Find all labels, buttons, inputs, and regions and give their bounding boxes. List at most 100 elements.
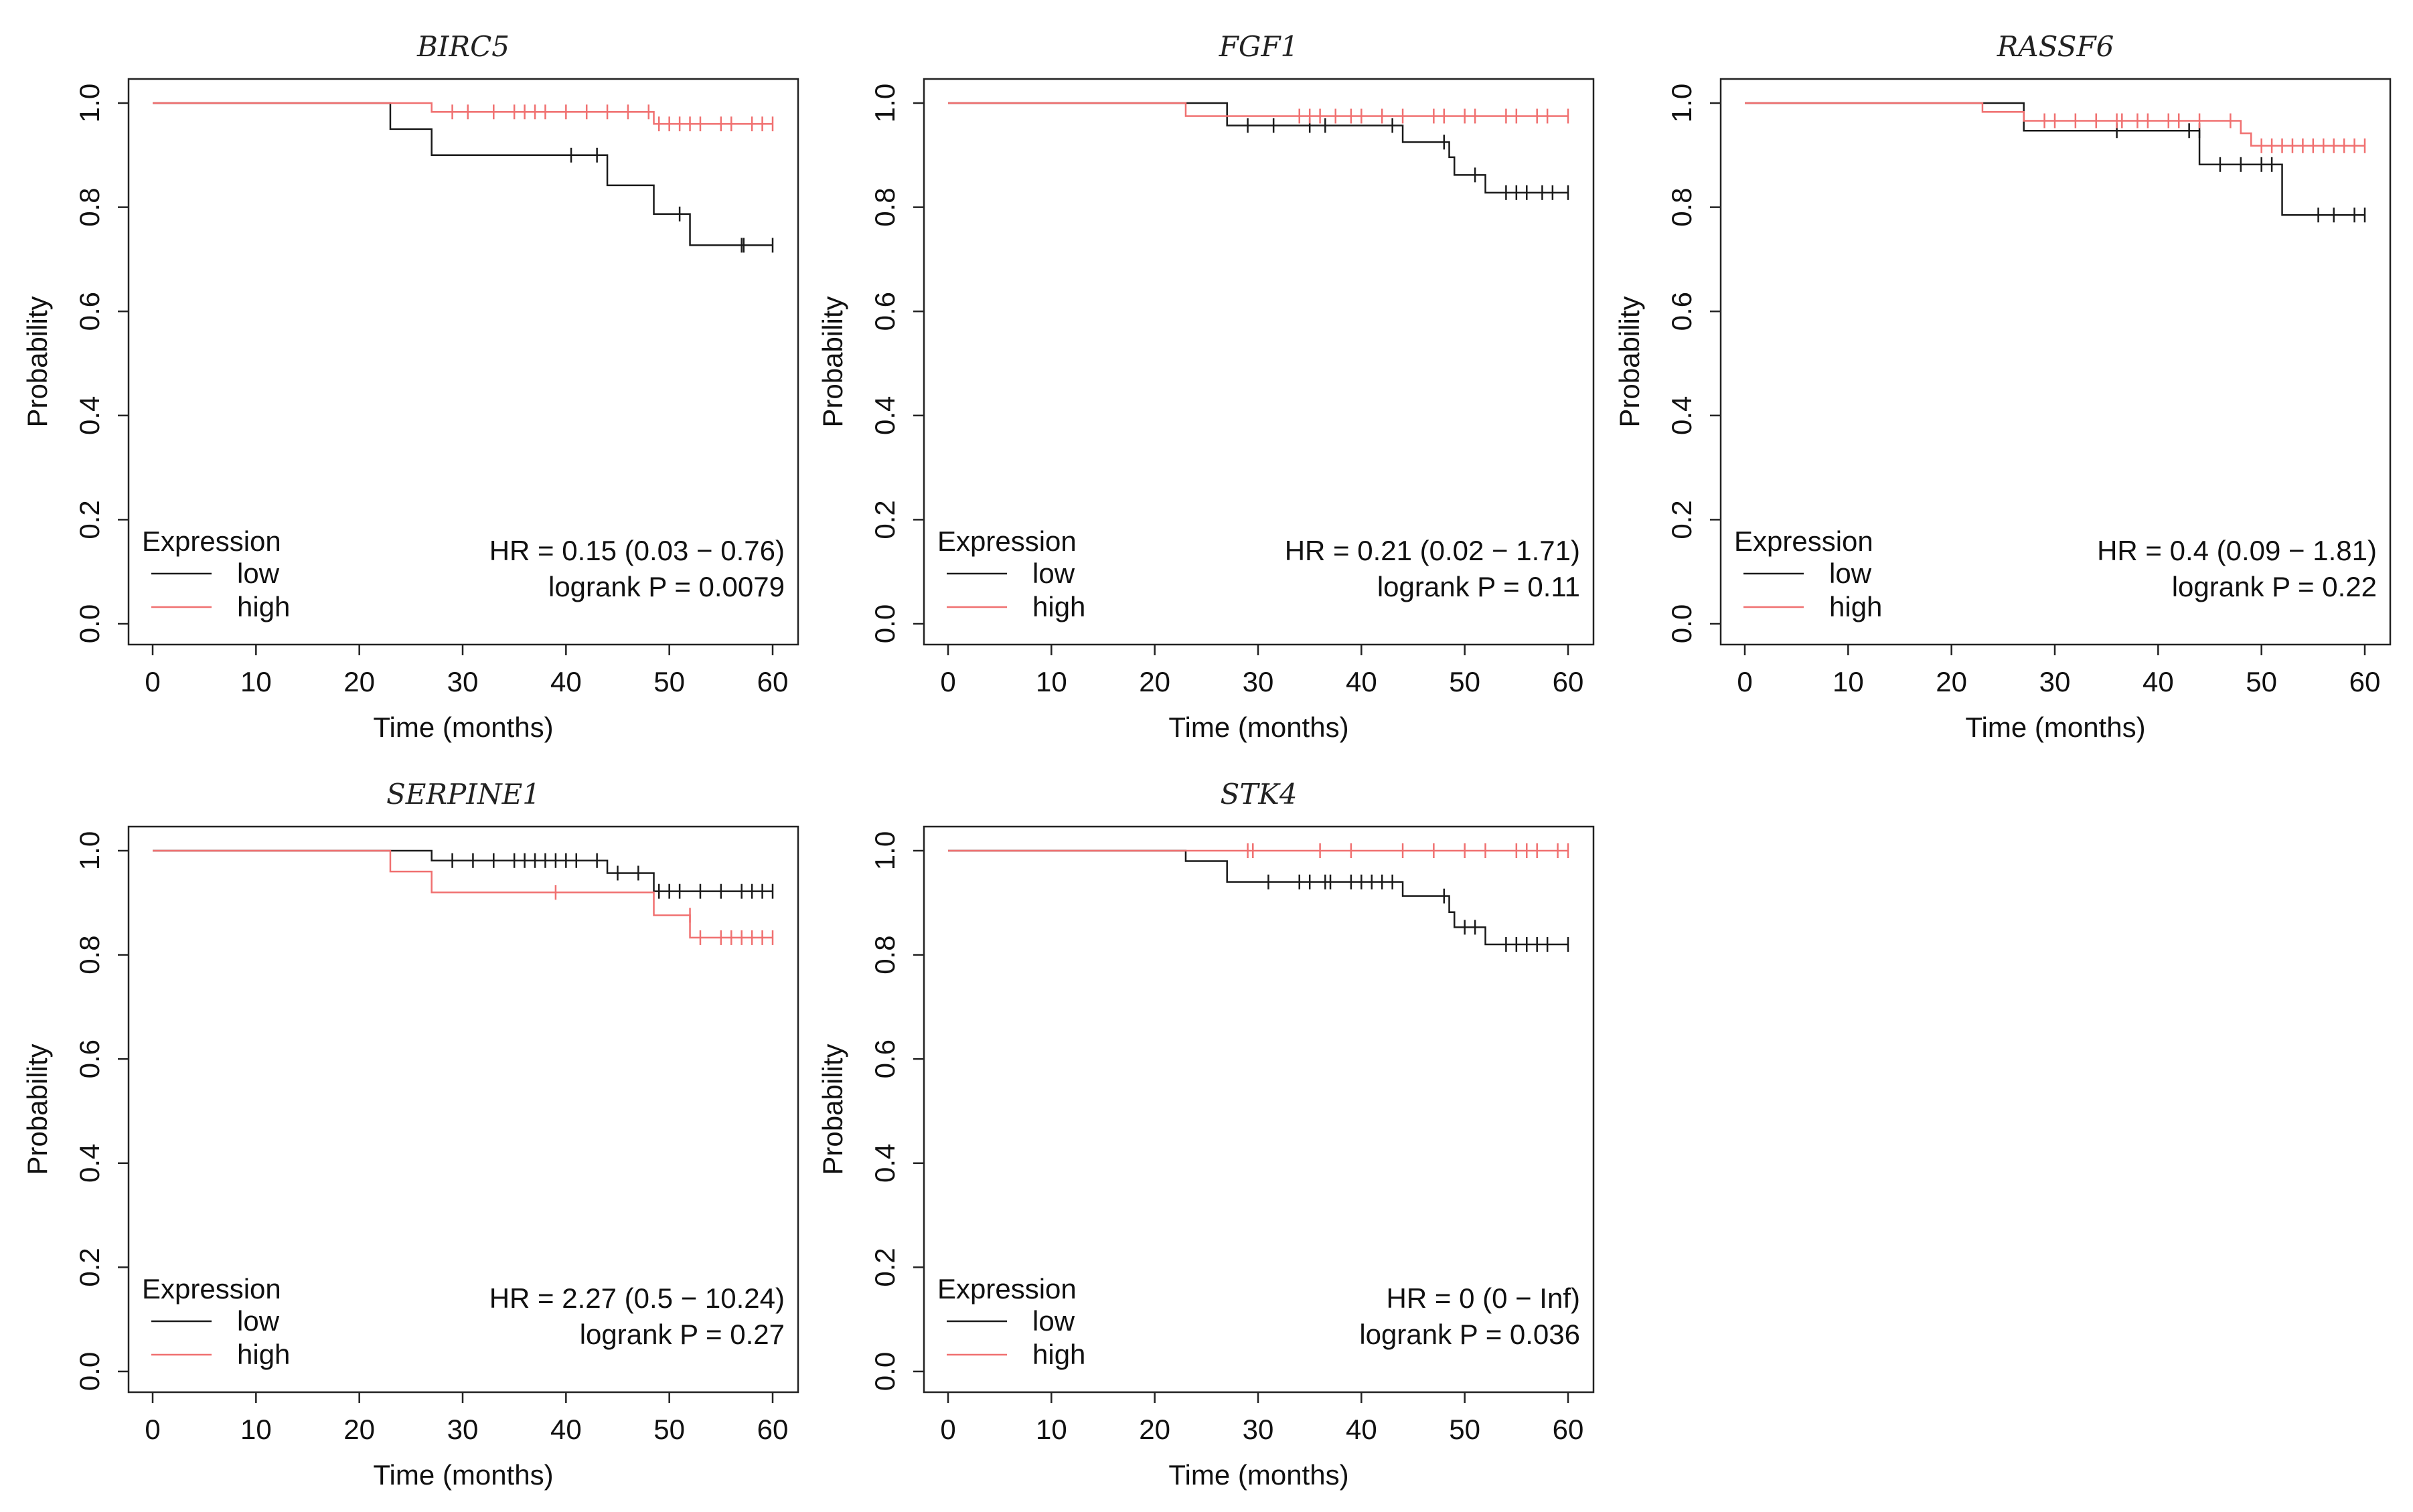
x-tick-label: 60	[757, 1414, 789, 1445]
x-axis-label: Time (months)	[1965, 711, 2145, 743]
legend-label-high: high	[237, 591, 290, 622]
x-tick-label: 40	[1346, 666, 1377, 697]
x-axis-label: Time (months)	[1168, 1459, 1348, 1491]
y-axis-label: Probability	[1614, 296, 1645, 427]
y-tick-label: 0.0	[869, 1352, 901, 1391]
x-tick-label: 0	[940, 1414, 955, 1445]
km-curve-high	[153, 849, 773, 939]
y-tick-label: 0.2	[869, 500, 901, 539]
x-tick-label: 60	[1553, 1414, 1584, 1445]
x-tick-label: 50	[653, 1414, 685, 1445]
x-tick-label: 20	[1139, 666, 1170, 697]
logrank-p-text: logrank P = 0.11	[1377, 571, 1580, 602]
y-tick-label: 0.2	[1666, 500, 1697, 539]
x-tick-label: 50	[653, 666, 685, 697]
km-panel-birc5: BIRC5 0 10 20 30 40 50 60 0.0 0.2 0.4 0.6 0.8 1.0 Time…	[21, 30, 799, 743]
legend-label-high: high	[1032, 591, 1085, 622]
panel-title: SERPINE1	[386, 778, 540, 811]
km-curve-high	[1745, 102, 2365, 147]
y-tick-label: 1.0	[1666, 84, 1697, 122]
x-tick-label: 10	[1036, 666, 1067, 697]
y-tick-label: 0.4	[869, 396, 901, 435]
x-tick-label: 10	[1036, 1414, 1067, 1445]
x-tick-label: 60	[1553, 666, 1584, 697]
y-tick-label: 0.8	[74, 187, 105, 226]
y-axis-label: Probability	[817, 296, 848, 427]
hazard-ratio-text: HR = 0.4 (0.09 − 1.81)	[2097, 535, 2377, 566]
x-tick-label: 40	[550, 666, 582, 697]
x-tick-label: 20	[343, 666, 375, 697]
legend-label-high: high	[1032, 1339, 1085, 1370]
x-tick-label: 30	[447, 1414, 479, 1445]
y-tick-label: 0.2	[74, 500, 105, 539]
y-tick-label: 1.0	[869, 84, 901, 122]
hazard-ratio-text: HR = 2.27 (0.5 − 10.24)	[489, 1282, 785, 1314]
legend-label-low: low	[1032, 558, 1075, 589]
y-tick-label: 0.4	[869, 1144, 901, 1183]
x-tick-label: 10	[1833, 666, 1864, 697]
km-curve-low	[948, 849, 1568, 946]
legend-title: Expression	[1734, 525, 1873, 557]
x-tick-label: 0	[145, 1414, 160, 1445]
logrank-p-text: logrank P = 0.27	[580, 1319, 785, 1350]
legend-label-low: low	[237, 558, 280, 589]
x-tick-label: 30	[447, 666, 479, 697]
panel-title: BIRC5	[416, 30, 510, 63]
km-curve-low	[153, 849, 773, 892]
y-tick-label: 0.4	[1666, 396, 1697, 435]
legend-label-high: high	[1829, 591, 1882, 622]
y-tick-label: 0.6	[869, 292, 901, 331]
y-tick-label: 0.6	[74, 292, 105, 331]
legend-title: Expression	[142, 1273, 281, 1305]
legend-label-low: low	[1829, 558, 1872, 589]
x-tick-label: 30	[1243, 1414, 1274, 1445]
y-tick-label: 0.2	[74, 1248, 105, 1286]
hazard-ratio-text: HR = 0.15 (0.03 − 0.76)	[489, 535, 785, 566]
panel-title: FGF1	[1219, 30, 1299, 63]
hazard-ratio-text: HR = 0 (0 − Inf)	[1387, 1282, 1580, 1314]
x-axis-label: Time (months)	[373, 1459, 553, 1491]
y-tick-label: 0.8	[1666, 187, 1697, 226]
legend-label-low: low	[1032, 1305, 1075, 1337]
y-tick-label: 0.6	[74, 1039, 105, 1078]
km-curve-high	[948, 102, 1568, 117]
x-tick-label: 30	[1243, 666, 1274, 697]
y-tick-label: 0.8	[869, 187, 901, 226]
y-tick-label: 0.0	[74, 604, 105, 643]
x-tick-label: 40	[550, 1414, 582, 1445]
y-tick-label: 0.8	[74, 935, 105, 974]
x-tick-label: 20	[343, 1414, 375, 1445]
panel-title: RASSF6	[1997, 30, 2114, 63]
y-tick-label: 0.4	[74, 396, 105, 435]
legend-title: Expression	[142, 525, 281, 557]
x-tick-label: 50	[1449, 666, 1480, 697]
x-tick-label: 30	[2039, 666, 2071, 697]
x-tick-label: 50	[1449, 1414, 1480, 1445]
km-panel-fgf1: FGF1 0 10 20 30 40 50 60 0.0 0.2 0.4 0.6 0.8 1.0 Time …	[817, 30, 1595, 743]
y-axis-label: Probability	[817, 1043, 848, 1175]
x-tick-label: 20	[1936, 666, 1967, 697]
km-curve-low	[153, 102, 773, 246]
km-panel-stk4: STK4 0 10 20 30 40 50 60 0.0 0.2 0.4 0.6 0.8 1.0 Time …	[817, 778, 1595, 1491]
logrank-p-text: logrank P = 0.036	[1359, 1319, 1580, 1350]
x-tick-label: 10	[240, 1414, 272, 1445]
km-curve-high	[153, 102, 773, 125]
x-axis-label: Time (months)	[1168, 711, 1348, 743]
km-panel-serpine1: SERPINE1 0 10 20 30 40 50 60 0.0 0.2 0.4 0.6 0.8 1.0 T…	[21, 778, 799, 1491]
y-tick-label: 0.8	[869, 935, 901, 974]
x-tick-label: 60	[757, 666, 789, 697]
x-tick-label: 10	[240, 666, 272, 697]
logrank-p-text: logrank P = 0.22	[2172, 571, 2377, 602]
x-tick-label: 40	[2143, 666, 2174, 697]
y-tick-label: 0.6	[869, 1039, 901, 1078]
y-tick-label: 0.2	[869, 1248, 901, 1286]
y-tick-label: 0.4	[74, 1144, 105, 1183]
y-tick-label: 0.0	[869, 604, 901, 643]
legend-label-low: low	[237, 1305, 280, 1337]
x-tick-label: 0	[940, 666, 955, 697]
y-axis-label: Probability	[21, 1043, 53, 1175]
x-tick-label: 50	[2246, 666, 2277, 697]
km-panel-rassf6: RASSF6 0 10 20 30 40 50 60 0.0 0.2 0.4 0.6 0.8 1.0 Tim…	[1614, 30, 2392, 743]
km-curve-low	[948, 102, 1568, 194]
